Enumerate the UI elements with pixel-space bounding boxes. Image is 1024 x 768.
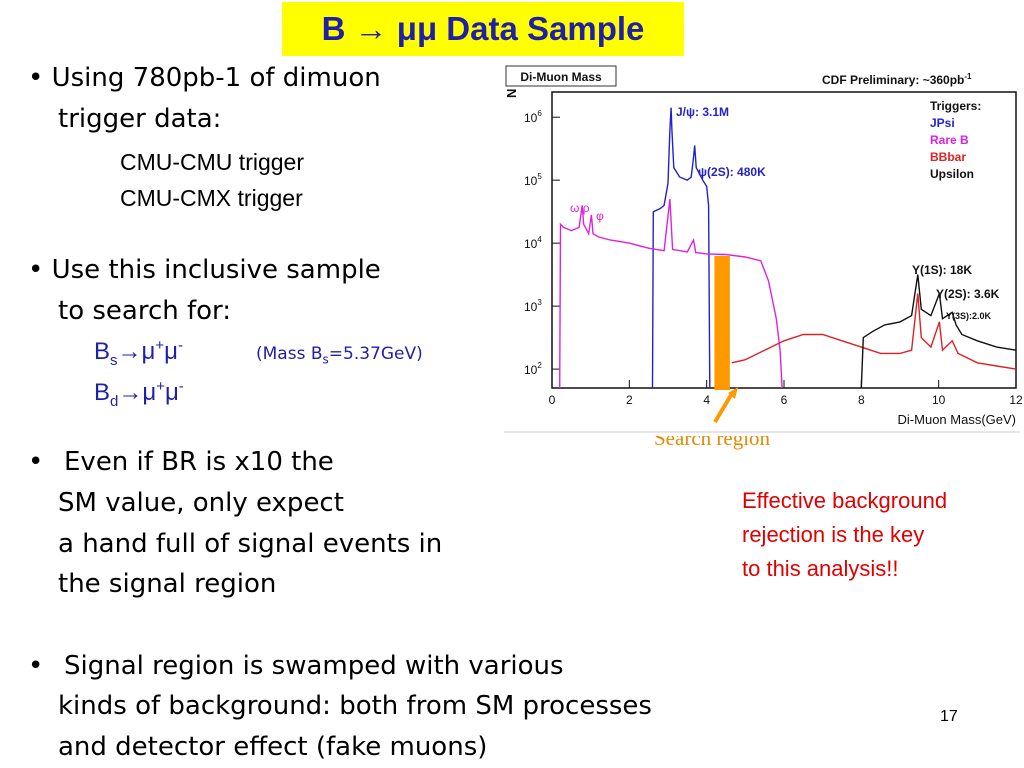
bs-mass-note: (Mass Bs=5.37GeV) bbox=[256, 344, 423, 367]
bullet1-line2: trigger data: bbox=[58, 104, 222, 134]
series-lines bbox=[559, 107, 1017, 389]
y-tick-label: 102 bbox=[524, 361, 542, 377]
x-tick-label: 8 bbox=[858, 393, 865, 407]
bullet3-line3: a hand full of signal events in bbox=[58, 529, 443, 559]
x-tick-label: 6 bbox=[781, 393, 788, 407]
bullet4-line2: kinds of background: both from SM proces… bbox=[58, 691, 652, 721]
panel-label-box bbox=[505, 65, 617, 87]
title-banner: B → μμ Data Sample bbox=[282, 2, 684, 56]
annot-y1s: Υ(1S): 18K bbox=[912, 263, 972, 277]
annot-psi2s: ψ(2S): 480K bbox=[698, 165, 766, 179]
bullet3-line2: SM value, only expect bbox=[58, 488, 344, 518]
y-tick-label: 105 bbox=[524, 172, 542, 188]
bullet4-line3: and detector effect (fake muons) bbox=[58, 732, 488, 762]
annot-y2s: Υ(2S): 3.6K bbox=[936, 287, 1000, 301]
search-region-arrow-head bbox=[728, 387, 738, 399]
bullet4-line1: Signal region is swamped with various bbox=[64, 651, 564, 681]
callout-line2: rejection is the key bbox=[742, 522, 925, 547]
y-axis-label: N bbox=[504, 89, 519, 98]
chart-background bbox=[500, 60, 1022, 436]
dimuon-mass-chart: Di-Muon Mass CDF Preliminary: ~360pb-1 N… bbox=[500, 60, 1022, 436]
trigger-cmu-cmu: CMU-CMU trigger bbox=[120, 149, 304, 175]
x-axis-label: Di-Muon Mass(GeV) bbox=[898, 412, 1016, 427]
callout-line1: Effective background bbox=[742, 488, 948, 513]
y-tick-label: 106 bbox=[524, 109, 542, 125]
annot-omega-rho: ω,ρ bbox=[570, 201, 590, 215]
trigger-cmu-cmx: CMU-CMX trigger bbox=[120, 185, 303, 211]
x-tick-label: 2 bbox=[626, 393, 633, 407]
decay-bs: Bs→μ+μ- bbox=[94, 337, 183, 369]
x-tick-label: 12 bbox=[1009, 393, 1022, 407]
axis-ticks: 0 2 4 6 8 10 12 102 103 104 105 106 bbox=[524, 109, 1022, 407]
page-number: 17 bbox=[940, 708, 958, 725]
bullet2-line2: to search for: bbox=[58, 296, 232, 326]
legend: Triggers: JPsi Rare B BBbar Upsilon bbox=[930, 99, 981, 181]
x-tick-label: 10 bbox=[932, 393, 946, 407]
callout-line3: to this analysis!! bbox=[742, 556, 899, 581]
annot-phi: φ bbox=[596, 209, 604, 223]
panel-label: Di-Muon Mass bbox=[520, 70, 602, 84]
bullet1-line1: • Using 780pb-1 of dimuon bbox=[28, 63, 381, 93]
bullet4-marker: • bbox=[28, 651, 44, 681]
bullet2-line1: • Use this inclusive sample bbox=[28, 255, 381, 285]
legend-bbbar: BBbar bbox=[930, 150, 966, 164]
series-line-jpsi bbox=[651, 107, 711, 389]
legend-jpsi: JPsi bbox=[930, 116, 955, 130]
search-region-bar bbox=[714, 256, 730, 390]
legend-title: Triggers: bbox=[930, 99, 981, 113]
x-tick-label: 0 bbox=[549, 393, 556, 407]
annot-jpsi: J/ψ: 3.1M bbox=[676, 105, 729, 119]
annot-y3s: Υ(3S):2.0K bbox=[946, 311, 992, 321]
legend-rare-b: Rare B bbox=[930, 133, 969, 147]
bullet3-line4: the signal region bbox=[58, 569, 277, 599]
slide-title: B → μμ Data Sample bbox=[321, 10, 645, 47]
series-line-rare-b bbox=[559, 199, 783, 389]
x-tick-label: 4 bbox=[703, 393, 710, 407]
y-tick-label: 103 bbox=[524, 298, 542, 314]
legend-upsilon: Upsilon bbox=[930, 167, 974, 181]
bullet3-marker: • bbox=[28, 447, 44, 477]
y-tick-label: 104 bbox=[524, 235, 542, 251]
series-line-bbbar bbox=[731, 293, 1017, 370]
search-region-arrow-shaft bbox=[713, 393, 733, 424]
bullet3-line1: Even if BR is x10 the bbox=[64, 447, 334, 477]
decay-bd: Bd→μ+μ- bbox=[94, 378, 184, 410]
series-line-upsilon bbox=[860, 274, 1017, 389]
cdf-preliminary-label: CDF Preliminary: ~360pb-1 bbox=[822, 72, 972, 87]
